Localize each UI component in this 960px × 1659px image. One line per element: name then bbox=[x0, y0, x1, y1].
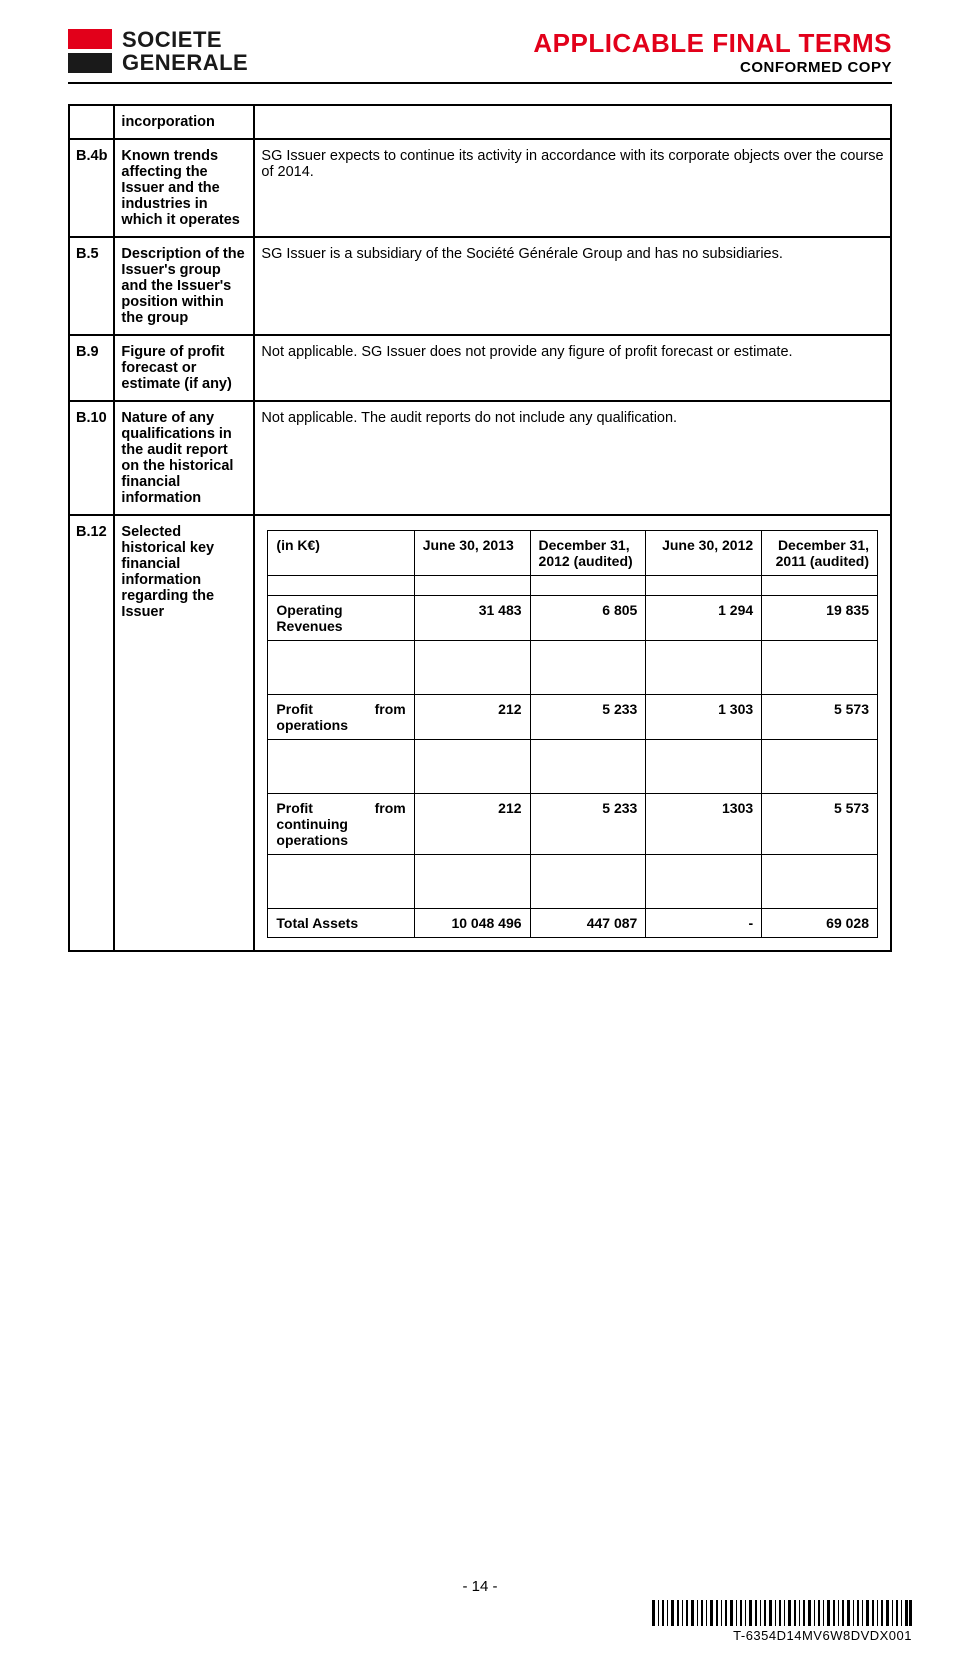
table-row: B.5 Description of the Issuer's group an… bbox=[69, 237, 891, 335]
metric-value: - bbox=[646, 909, 762, 938]
col-header: June 30, 2013 bbox=[414, 531, 530, 576]
col-header: December 31, 2012 (audited) bbox=[530, 531, 646, 576]
row-content: Not applicable. SG Issuer does not provi… bbox=[254, 335, 891, 401]
metric-value: 6 805 bbox=[530, 596, 646, 641]
spacer-row bbox=[268, 855, 878, 909]
barcode-text: T-6354D14MV6W8DVDX001 bbox=[652, 1628, 912, 1643]
metric-value: 5 233 bbox=[530, 794, 646, 855]
row-content: SG Issuer expects to continue its activi… bbox=[254, 139, 891, 237]
metric-value: 10 048 496 bbox=[414, 909, 530, 938]
row-label: Nature of any qualifications in the audi… bbox=[114, 401, 254, 515]
spacer-row bbox=[268, 740, 878, 794]
page-header: SOCIETE GENERALE APPLICABLE FINAL TERMS … bbox=[68, 28, 892, 84]
row-label: Known trends affecting the Issuer and th… bbox=[114, 139, 254, 237]
metric-value: 5 233 bbox=[530, 695, 646, 740]
metric-value: 447 087 bbox=[530, 909, 646, 938]
barcode-icon bbox=[652, 1600, 912, 1626]
row-id: B.9 bbox=[69, 335, 114, 401]
logo: SOCIETE GENERALE bbox=[68, 28, 248, 74]
table-row: B.9 Figure of profit forecast or estimat… bbox=[69, 335, 891, 401]
header-right: APPLICABLE FINAL TERMS CONFORMED COPY bbox=[533, 28, 892, 76]
finance-row: Operating Revenues 31 483 6 805 1 294 19… bbox=[268, 596, 878, 641]
row-id bbox=[69, 105, 114, 139]
metric-label: Profitfromcontinuing operations bbox=[268, 794, 414, 855]
metric-value: 1 294 bbox=[646, 596, 762, 641]
row-id: B.4b bbox=[69, 139, 114, 237]
table-row: incorporation bbox=[69, 105, 891, 139]
table-row: B.12 Selected historical key financial i… bbox=[69, 515, 891, 951]
logo-text: SOCIETE GENERALE bbox=[122, 28, 248, 74]
metric-value: 212 bbox=[414, 794, 530, 855]
metric-value: 69 028 bbox=[762, 909, 878, 938]
metric-label: Total Assets bbox=[268, 909, 414, 938]
row-label: Figure of profit forecast or estimate (i… bbox=[114, 335, 254, 401]
metric-value: 5 573 bbox=[762, 695, 878, 740]
row-label: Selected historical key financial inform… bbox=[114, 515, 254, 951]
table-row: B.10 Nature of any qualifications in the… bbox=[69, 401, 891, 515]
metric-value: 212 bbox=[414, 695, 530, 740]
summary-table: incorporation B.4b Known trends affectin… bbox=[68, 104, 892, 952]
barcode: T-6354D14MV6W8DVDX001 bbox=[652, 1600, 912, 1643]
row-label: incorporation bbox=[114, 105, 254, 139]
row-id: B.12 bbox=[69, 515, 114, 951]
metric-value: 31 483 bbox=[414, 596, 530, 641]
row-id: B.5 bbox=[69, 237, 114, 335]
row-content: Not applicable. The audit reports do not… bbox=[254, 401, 891, 515]
finance-row: Profitfromoperations 212 5 233 1 303 5 5… bbox=[268, 695, 878, 740]
table-row: B.4b Known trends affecting the Issuer a… bbox=[69, 139, 891, 237]
col-header: December 31, 2011 (audited) bbox=[762, 531, 878, 576]
logo-icon bbox=[68, 29, 112, 73]
row-label: Description of the Issuer's group and th… bbox=[114, 237, 254, 335]
metric-value: 19 835 bbox=[762, 596, 878, 641]
metric-label: Profitfromoperations bbox=[268, 695, 414, 740]
metric-value: 1303 bbox=[646, 794, 762, 855]
spacer-row bbox=[268, 641, 878, 695]
row-content: (in K€) June 30, 2013 December 31, 2012 … bbox=[254, 515, 891, 951]
col-header: June 30, 2012 bbox=[646, 531, 762, 576]
finance-table: (in K€) June 30, 2013 December 31, 2012 … bbox=[267, 530, 878, 938]
page-number: - 14 - bbox=[0, 1578, 960, 1595]
row-content bbox=[254, 105, 891, 139]
metric-value: 1 303 bbox=[646, 695, 762, 740]
row-id: B.10 bbox=[69, 401, 114, 515]
metric-value: 5 573 bbox=[762, 794, 878, 855]
unit-label: (in K€) bbox=[268, 531, 414, 576]
metric-label: Operating Revenues bbox=[268, 596, 414, 641]
doc-subtitle: CONFORMED COPY bbox=[533, 59, 892, 76]
finance-row: Profitfromcontinuing operations 212 5 23… bbox=[268, 794, 878, 855]
row-content: SG Issuer is a subsidiary of the Société… bbox=[254, 237, 891, 335]
spacer-row bbox=[268, 576, 878, 596]
finance-row: Total Assets 10 048 496 447 087 - 69 028 bbox=[268, 909, 878, 938]
doc-title: APPLICABLE FINAL TERMS bbox=[533, 28, 892, 59]
finance-header-row: (in K€) June 30, 2013 December 31, 2012 … bbox=[268, 531, 878, 576]
